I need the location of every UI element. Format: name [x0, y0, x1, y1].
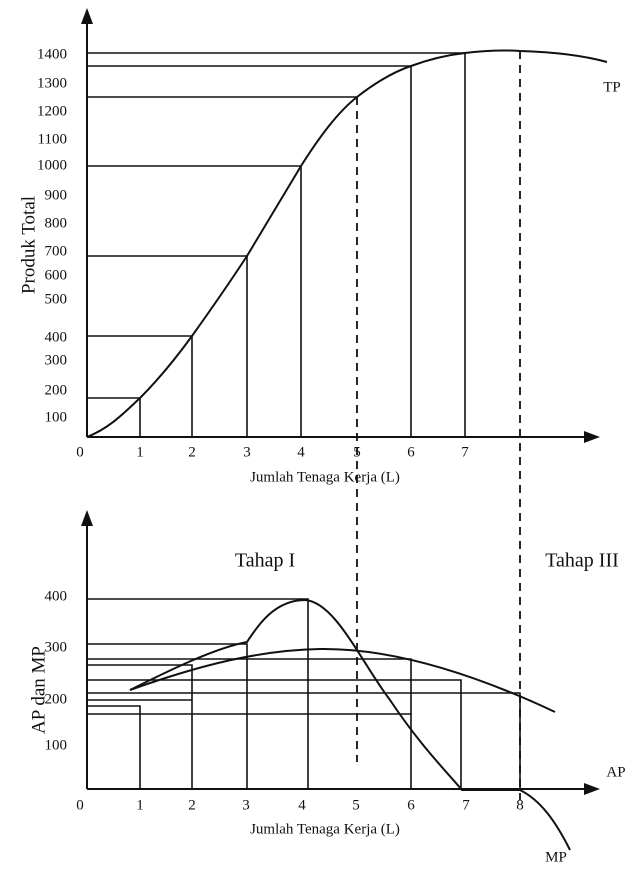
y-label: Produk Total — [18, 196, 39, 294]
arrow — [584, 431, 600, 443]
y-tick-label: 400 — [45, 329, 68, 345]
y-tick-label: 1200 — [37, 103, 67, 119]
y-tick-label: 1100 — [38, 131, 67, 147]
y-tick-label: 400 — [45, 588, 68, 604]
y-tick-label: 300 — [45, 352, 68, 368]
curve-label: MP — [545, 849, 567, 865]
y-label: AP dan MP — [28, 646, 49, 734]
mp-curve — [129, 598, 571, 851]
tp-curve — [86, 49, 608, 438]
y-tick-label: 100 — [45, 737, 68, 753]
y-tick-label: 100 — [45, 409, 68, 425]
y-tick-label: 600 — [45, 267, 68, 283]
x-tick-label: 1 — [136, 797, 144, 813]
y-tick-label: 800 — [45, 215, 68, 231]
stage-label: Tahap I — [235, 550, 295, 572]
arrow — [584, 783, 600, 795]
stage-label: Tahap III — [545, 550, 619, 572]
x-tick-label: 6 — [407, 797, 415, 813]
x-label: Jumlah Tenaga Kerja (L) — [250, 469, 400, 485]
y-tick-label: 1400 — [37, 46, 67, 62]
y-tick-label: 500 — [45, 291, 68, 307]
curve-label: TP — [603, 79, 621, 95]
y-tick-label: 300 — [45, 639, 68, 655]
x-tick-label: 0 — [76, 797, 84, 813]
x-tick-label: 6 — [407, 444, 415, 460]
x-tick-label: 5 — [352, 797, 360, 813]
x-tick-label: 3 — [242, 797, 250, 813]
arrow — [81, 8, 93, 24]
x-tick-label: 7 — [461, 444, 469, 460]
bottom-chart: Tahap I Tahap III AP MP AP dan MP Jumlah… — [28, 510, 626, 865]
x-tick-label: 5 — [353, 444, 361, 460]
x-tick-label: 4 — [297, 444, 305, 460]
x-tick-label: 2 — [188, 444, 196, 460]
x-tick-label: 7 — [462, 797, 470, 813]
x-tick-label: 4 — [298, 797, 306, 813]
top-chart: TP Produk Total Jumlah Tenaga Kerja (L) — [18, 8, 621, 800]
guide-lines — [87, 52, 466, 437]
curve-label: AP — [606, 764, 625, 780]
x-tick-label: 3 — [243, 444, 251, 460]
y-tick-label: 1000 — [37, 157, 67, 173]
x-label: Jumlah Tenaga Kerja (L) — [250, 821, 400, 837]
x-tick-label: 0 — [76, 444, 84, 460]
ap-curve — [129, 647, 556, 713]
x-tick-label: 1 — [136, 444, 144, 460]
y-tick-label: 1300 — [37, 75, 67, 91]
x-tick-label: 2 — [188, 797, 196, 813]
y-tick-label: 700 — [45, 243, 68, 259]
guide-lines — [87, 598, 521, 789]
y-tick-label: 200 — [45, 382, 68, 398]
arrow — [81, 510, 93, 526]
y-tick-label: 200 — [45, 691, 68, 707]
x-tick-label: 8 — [516, 797, 524, 813]
y-tick-label: 900 — [45, 187, 68, 203]
